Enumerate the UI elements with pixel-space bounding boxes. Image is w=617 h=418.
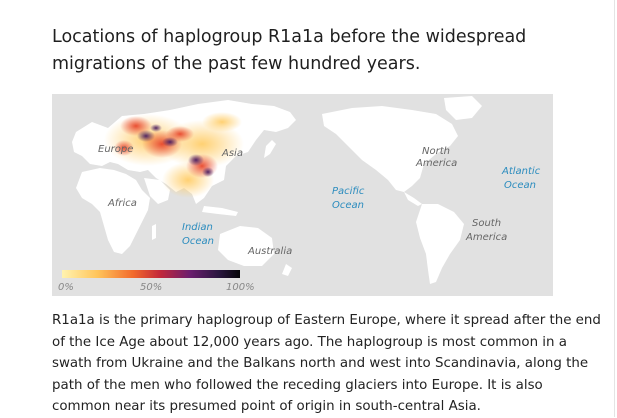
australia-landmass [218, 226, 274, 266]
label-europe: Europe [98, 144, 133, 155]
map-heading: Locations of haplogroup R1a1a before the… [52, 27, 527, 74]
legend-tick-0: 0% [58, 282, 74, 293]
label-indian-ocean-line1: Indian [182, 222, 213, 233]
greenland-landmass [444, 96, 482, 120]
label-indian-ocean-line2: Ocean [182, 236, 214, 247]
heat-blob [202, 167, 214, 177]
page-divider [614, 0, 615, 417]
label-south-america-line1: South [472, 218, 501, 229]
legend-color-bar [62, 270, 240, 278]
north-america-landmass [322, 106, 458, 192]
map-svg: Europe Asia Africa Australia North Ameri… [58, 96, 541, 293]
heat-blob [162, 137, 178, 147]
label-asia: Asia [221, 148, 243, 159]
heat-blob [150, 124, 162, 132]
haplogroup-heatmap [104, 112, 244, 198]
label-pacific-ocean-line1: Pacific [332, 186, 365, 197]
south-america-landmass [416, 204, 464, 284]
label-north-america-line1: North [422, 146, 450, 157]
heat-blob [114, 140, 134, 156]
land-labels: Europe Asia Africa Australia North Ameri… [98, 144, 507, 257]
label-south-america-line2: America [465, 232, 507, 243]
new-zealand-landmass [282, 264, 292, 276]
heat-blob [202, 112, 242, 132]
label-africa: Africa [107, 198, 137, 209]
madagascar-landmass [152, 224, 156, 240]
legend-tick-100: 100% [226, 282, 255, 293]
map-legend: 0% 50% 100% [58, 270, 255, 293]
label-atlantic-ocean-line1: Atlantic [501, 166, 541, 177]
label-north-america-line2: America [415, 158, 457, 169]
legend-tick-50: 50% [140, 282, 162, 293]
africa-landmass [76, 168, 150, 254]
japan-landmass [264, 140, 276, 158]
label-australia: Australia [247, 246, 292, 257]
haplogroup-map: Europe Asia Africa Australia North Ameri… [52, 94, 553, 296]
label-atlantic-ocean-line2: Ocean [504, 180, 536, 191]
ocean-labels: Indian Ocean Pacific Ocean Atlantic Ocea… [182, 166, 541, 247]
article-body: R1a1a is the primary haplogroup of Easte… [52, 313, 601, 414]
central-america-landmass [404, 192, 422, 206]
indonesia-landmass [202, 206, 238, 216]
heat-blob [137, 130, 155, 142]
heat-blob [188, 154, 204, 166]
label-pacific-ocean-line2: Ocean [332, 200, 364, 211]
